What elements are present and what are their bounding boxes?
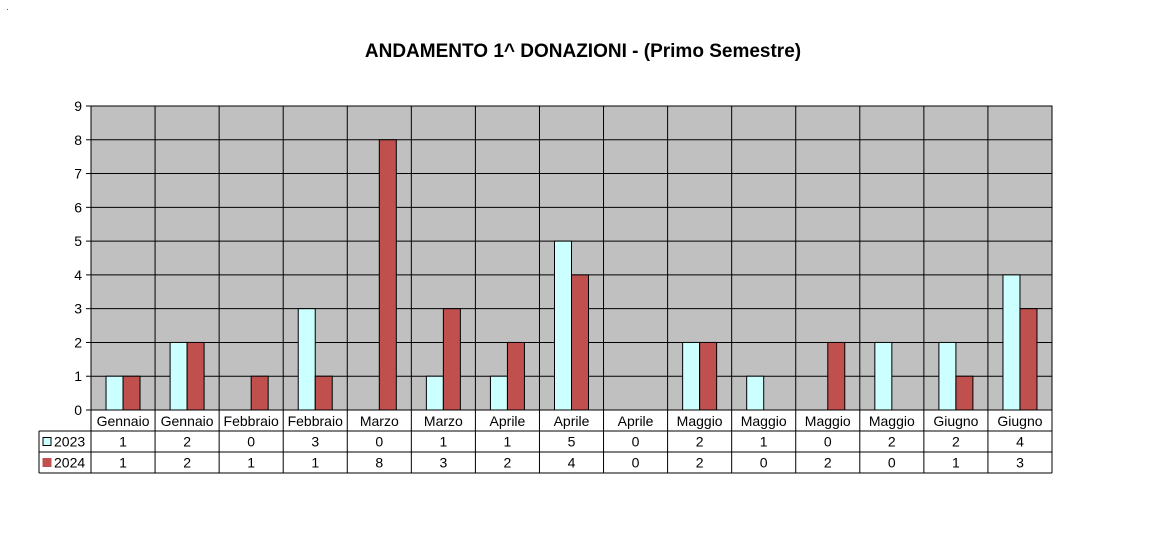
- bar-2024-1: [122, 375, 141, 411]
- table-cell-2023: 0: [824, 434, 832, 450]
- y-tick-label: 4: [74, 267, 82, 283]
- y-tick-label: 6: [74, 199, 82, 215]
- table-cell-2024: 4: [568, 455, 576, 471]
- bar-2023-13: [874, 341, 893, 411]
- table-cell-2023: 2: [888, 434, 896, 450]
- category-label: Maggio: [677, 413, 723, 429]
- table-cell-2023: 2: [183, 434, 191, 450]
- y-tick-label: 9: [74, 98, 82, 114]
- table-cell-2023: 1: [760, 434, 768, 450]
- bar-2024-10: [699, 341, 718, 411]
- bar-2024-15: [1019, 308, 1038, 411]
- table-cell-2024: 2: [183, 455, 191, 471]
- category-label: Giugno: [933, 413, 978, 429]
- legend-label-2024: 2024: [54, 455, 85, 471]
- table-cell-2024: 1: [247, 455, 255, 471]
- table-cell-2023: 1: [119, 434, 127, 450]
- table-cell-2023: 2: [696, 434, 704, 450]
- table-cell-2024: 0: [760, 455, 768, 471]
- bar-2023-8: [554, 240, 572, 411]
- legend-key-2024: [42, 458, 52, 467]
- table-cell-2023: 0: [375, 434, 383, 450]
- table-cell-2023: 3: [311, 434, 319, 450]
- y-tick-label: 1: [74, 368, 82, 384]
- table-cell-2024: 1: [952, 455, 960, 471]
- table-cell-2023: 4: [1016, 434, 1024, 450]
- bar-2023-11: [746, 375, 765, 411]
- category-label: Gennaio: [161, 413, 214, 429]
- table-cell-2024: 0: [632, 455, 640, 471]
- bar-2023-15: [1002, 274, 1021, 411]
- bar-2024-2: [186, 341, 205, 411]
- corner-mark: ·: [6, 5, 9, 14]
- bar-2023-4: [297, 308, 316, 411]
- y-axis: 0 1 2 3 4 5 6 7 8 9: [74, 98, 92, 418]
- category-label: Febbraio: [288, 413, 343, 429]
- category-label: Aprile: [554, 413, 590, 429]
- chart-title: ANDAMENTO 1^ DONAZIONI - (Primo Semestre…: [365, 41, 801, 62]
- legend-label-2023: 2023: [54, 434, 85, 450]
- y-tick-label: 3: [74, 301, 82, 317]
- bar-2024-3: [250, 375, 269, 411]
- category-label: Aprile: [490, 413, 526, 429]
- y-tick-label: 5: [74, 233, 82, 249]
- bar-2024-6: [442, 308, 461, 411]
- table-cell-2023: 1: [504, 434, 512, 450]
- bar-2024-14: [955, 375, 974, 411]
- y-tick-label: 0: [74, 402, 82, 418]
- table-cell-2024: 1: [119, 455, 127, 471]
- table-cell-2024: 0: [888, 455, 896, 471]
- bar-2023-1: [105, 375, 124, 411]
- legend-key-2023: [42, 437, 52, 446]
- bar-2024-8: [571, 274, 589, 411]
- category-label: Maggio: [741, 413, 787, 429]
- table-cell-2024: 3: [1016, 455, 1024, 471]
- category-label: Gennaio: [97, 413, 150, 429]
- table-cell-2024: 3: [439, 455, 447, 471]
- bar-2023-14: [938, 341, 957, 411]
- bar-2023-6: [425, 375, 444, 411]
- table-cell-2023: 2: [952, 434, 960, 450]
- bar-2023-7: [489, 375, 508, 411]
- category-label: Giugno: [997, 413, 1042, 429]
- table-cell-2023: 0: [632, 434, 640, 450]
- table-cell-2024: 8: [375, 455, 383, 471]
- bar-2024-5: [378, 139, 397, 411]
- bar-2024-12: [827, 341, 846, 411]
- table-cell-2024: 2: [696, 455, 704, 471]
- data-table: Gennaio Gennaio Febbraio Febbraio Marzo Marzo…: [38, 409, 1053, 474]
- bar-2024-4: [314, 375, 333, 411]
- plot-area: [90, 105, 1053, 411]
- y-tick-label: 7: [74, 166, 82, 182]
- category-label: Aprile: [618, 413, 654, 429]
- category-label: Marzo: [360, 413, 399, 429]
- table-cell-2024: 2: [504, 455, 512, 471]
- y-tick-label: 8: [74, 132, 82, 148]
- y-tick-label: 2: [74, 334, 82, 350]
- table-cell-2023: 5: [568, 434, 576, 450]
- table-cell-2024: 2: [824, 455, 832, 471]
- category-label: Maggio: [869, 413, 915, 429]
- bar-2023-10: [682, 341, 701, 411]
- category-label: Febbraio: [224, 413, 279, 429]
- category-label: Maggio: [805, 413, 851, 429]
- bar-2024-7: [506, 341, 525, 411]
- table-cell-2024: 1: [311, 455, 319, 471]
- category-label: Marzo: [424, 413, 463, 429]
- bar-2023-2: [169, 341, 188, 411]
- table-cell-2023: 1: [439, 434, 447, 450]
- table-cell-2023: 0: [247, 434, 255, 450]
